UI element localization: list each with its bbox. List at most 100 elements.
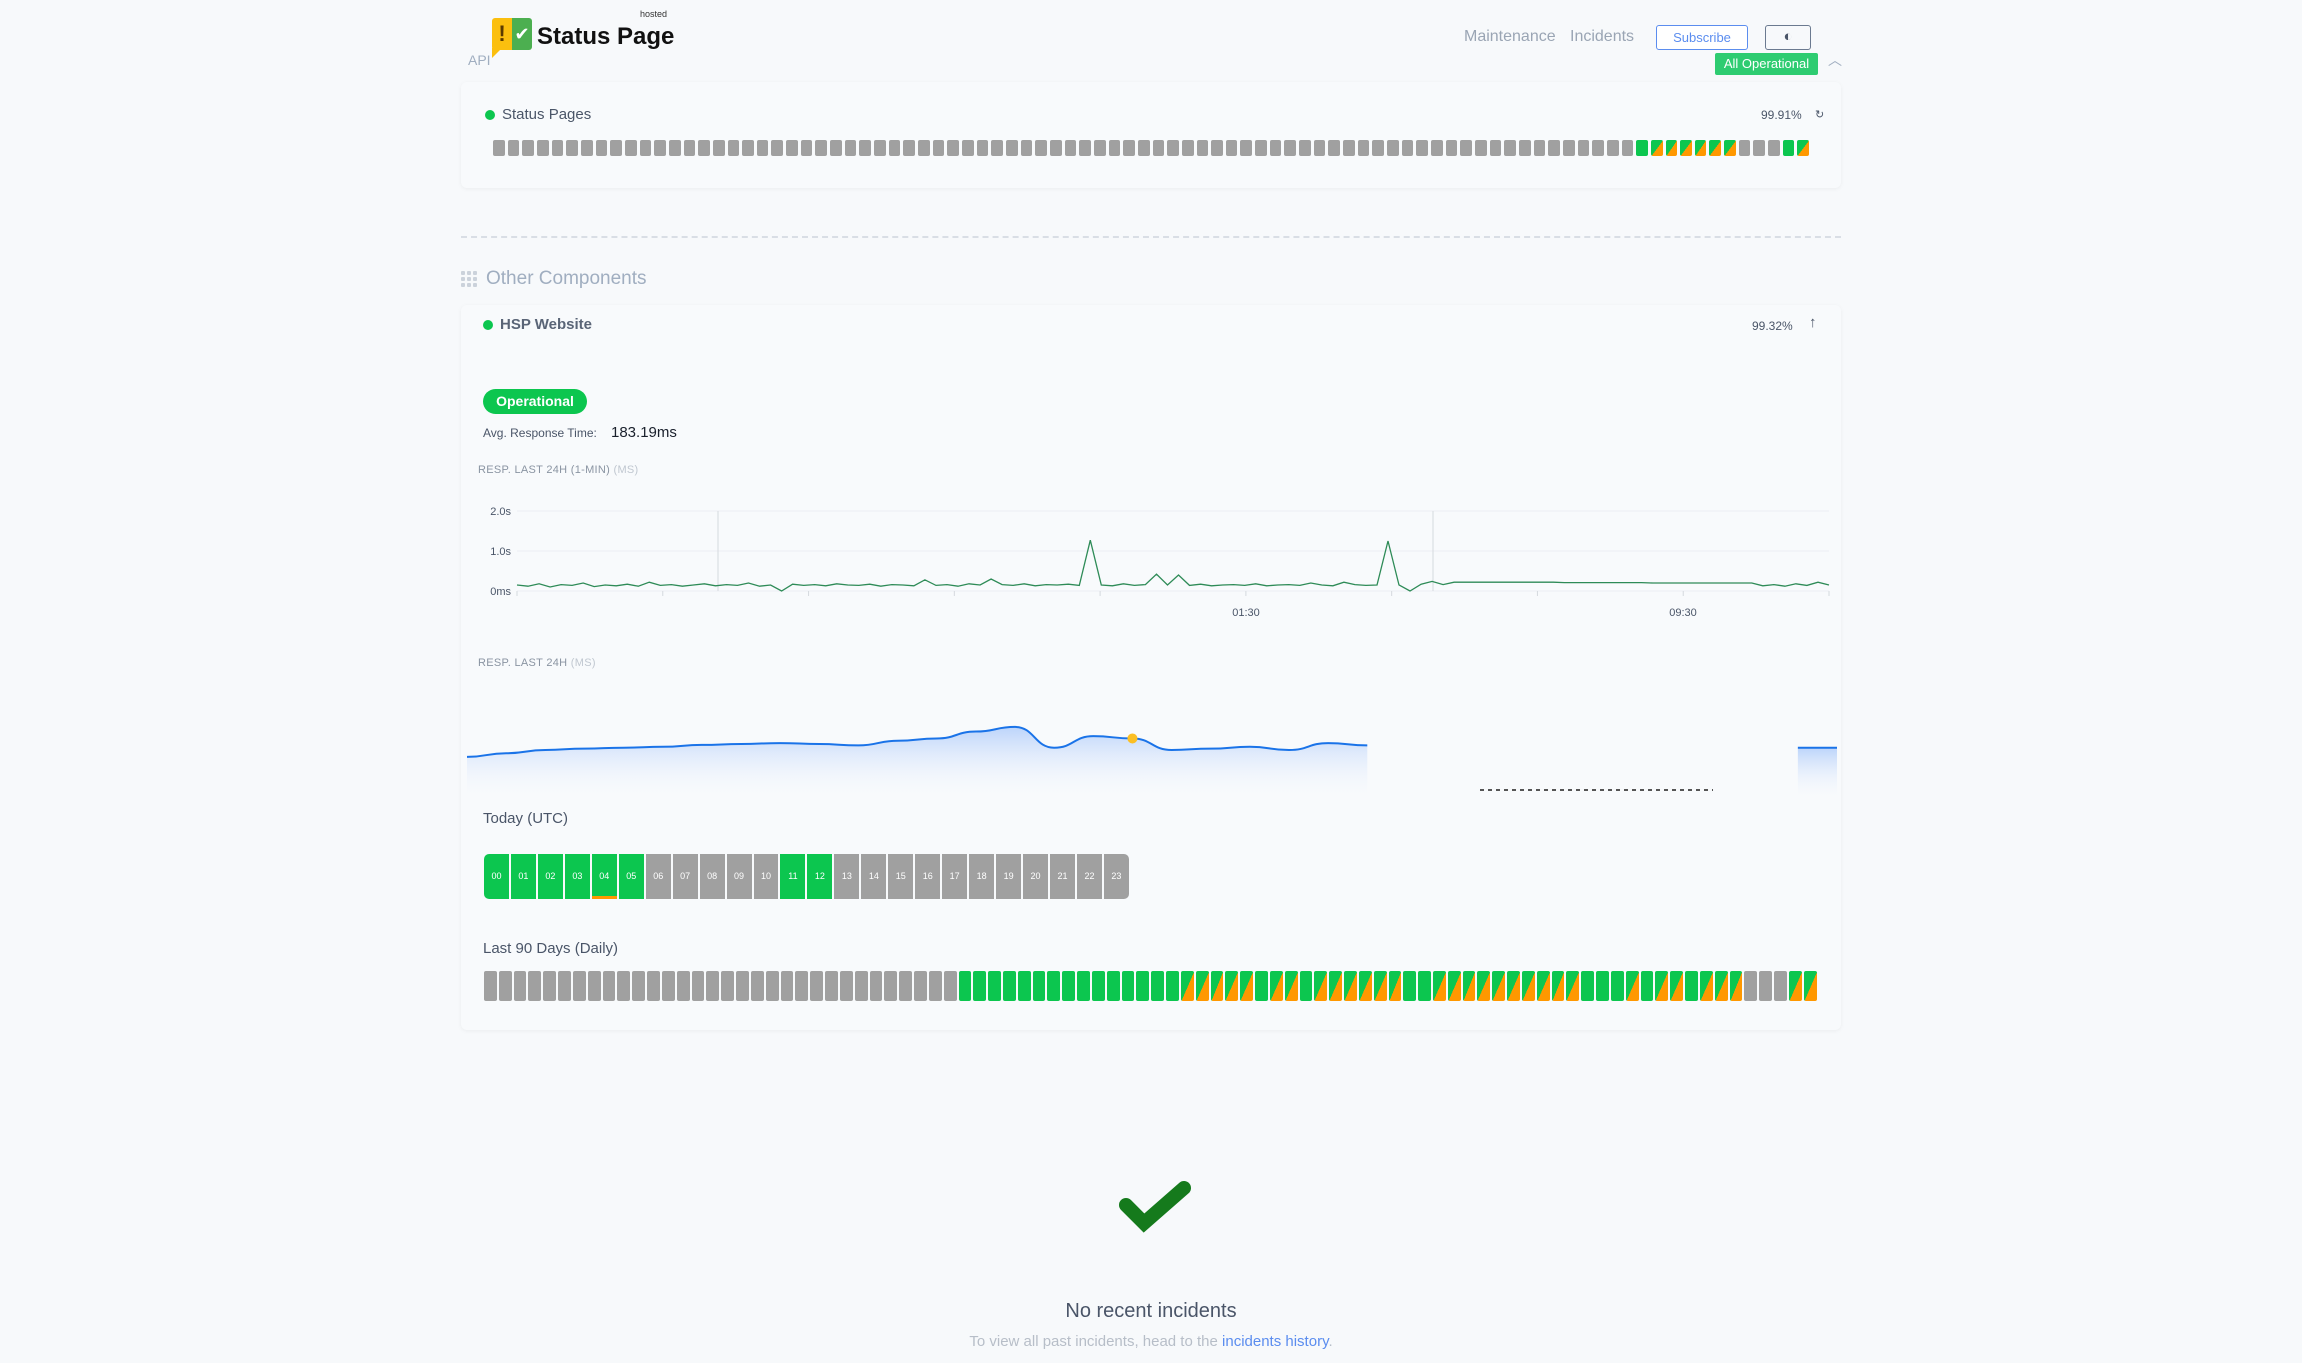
- hour-bar[interactable]: 17: [942, 854, 968, 899]
- day-bar-partial[interactable]: [1655, 971, 1669, 1001]
- day-bar-none[interactable]: [1269, 140, 1282, 156]
- day-bar-up[interactable]: [1062, 971, 1076, 1001]
- day-bar-partial[interactable]: [1344, 971, 1357, 1001]
- day-bar-up[interactable]: [1151, 971, 1165, 1001]
- day-bar-none[interactable]: [1005, 140, 1018, 156]
- day-bar-none[interactable]: [536, 140, 549, 156]
- day-bar-none[interactable]: [1079, 140, 1091, 156]
- day-bar-none[interactable]: [899, 971, 913, 1001]
- day-bar-none[interactable]: [1064, 140, 1077, 156]
- day-bar-none[interactable]: [683, 140, 696, 156]
- day-bar-none[interactable]: [1211, 140, 1223, 156]
- day-bar-none[interactable]: [854, 971, 868, 1001]
- day-bar-none[interactable]: [1533, 140, 1546, 156]
- day-bar-up[interactable]: [1685, 971, 1698, 1001]
- day-bar-up[interactable]: [1077, 971, 1090, 1001]
- day-bar-none[interactable]: [800, 140, 813, 156]
- day-bar-none[interactable]: [1137, 140, 1150, 156]
- day-bar-none[interactable]: [617, 971, 631, 1001]
- day-bar-none[interactable]: [1548, 140, 1560, 156]
- day-bar-partial[interactable]: [1507, 971, 1520, 1001]
- hour-bar[interactable]: 15: [888, 854, 914, 899]
- day-bar-none[interactable]: [1621, 140, 1634, 156]
- day-bar-none[interactable]: [1460, 140, 1472, 156]
- hour-bar[interactable]: 06: [645, 854, 671, 899]
- day-bar-partial[interactable]: [1477, 971, 1491, 1001]
- day-bar-none[interactable]: [522, 140, 534, 156]
- day-bar-partial[interactable]: [1625, 971, 1639, 1001]
- day-bar-none[interactable]: [1738, 140, 1751, 156]
- hour-bar[interactable]: 11: [780, 854, 806, 899]
- hour-bar[interactable]: 13: [834, 854, 860, 899]
- day-bar-up[interactable]: [1121, 971, 1135, 1001]
- day-bar-partial[interactable]: [1788, 971, 1802, 1001]
- day-bar-partial[interactable]: [1240, 971, 1254, 1001]
- day-bar-none[interactable]: [484, 971, 497, 1001]
- day-bar-none[interactable]: [602, 971, 616, 1001]
- day-bar-none[interactable]: [771, 140, 784, 156]
- day-bar-none[interactable]: [1759, 971, 1773, 1001]
- day-bar-up[interactable]: [958, 971, 972, 1001]
- hour-bar[interactable]: 04: [591, 854, 617, 899]
- day-bar-up[interactable]: [1782, 140, 1795, 156]
- day-bar-partial[interactable]: [1195, 971, 1209, 1001]
- day-bar-partial[interactable]: [1521, 971, 1535, 1001]
- day-bar-none[interactable]: [1049, 140, 1062, 156]
- hour-bar[interactable]: 16: [915, 854, 941, 899]
- hour-bar[interactable]: 14: [861, 854, 887, 899]
- day-bar-partial[interactable]: [1709, 140, 1722, 156]
- hour-bar[interactable]: 20: [1023, 854, 1049, 899]
- day-bar-none[interactable]: [566, 140, 578, 156]
- day-bar-none[interactable]: [1753, 140, 1766, 156]
- day-bar-partial[interactable]: [1358, 971, 1372, 1001]
- day-bar-none[interactable]: [884, 971, 898, 1001]
- day-bar-none[interactable]: [1035, 140, 1047, 156]
- chevron-up-icon[interactable]: ︿: [1828, 52, 1842, 68]
- day-bar-none[interactable]: [1489, 140, 1502, 156]
- day-bar-none[interactable]: [918, 140, 930, 156]
- day-bar-none[interactable]: [914, 971, 927, 1001]
- day-bar-partial[interactable]: [1373, 971, 1387, 1001]
- day-bar-none[interactable]: [1592, 140, 1604, 156]
- day-bar-none[interactable]: [1240, 140, 1253, 156]
- day-bar-none[interactable]: [727, 140, 740, 156]
- hour-bar[interactable]: 18: [969, 854, 995, 899]
- day-bar-none[interactable]: [580, 140, 593, 156]
- day-bar-none[interactable]: [1416, 140, 1428, 156]
- day-bar-none[interactable]: [654, 140, 666, 156]
- day-bar-none[interactable]: [1225, 140, 1238, 156]
- hour-bar[interactable]: 12: [807, 854, 833, 899]
- day-bar-partial[interactable]: [1699, 971, 1713, 1001]
- day-bar-partial[interactable]: [1447, 971, 1461, 1001]
- day-bar-none[interactable]: [1431, 140, 1443, 156]
- day-bar-none[interactable]: [1123, 140, 1135, 156]
- day-bar-none[interactable]: [928, 971, 942, 1001]
- day-bar-none[interactable]: [1255, 140, 1267, 156]
- day-bar-up[interactable]: [1418, 971, 1431, 1001]
- day-bar-none[interactable]: [1401, 140, 1414, 156]
- day-bar-partial[interactable]: [1388, 971, 1402, 1001]
- day-bar-partial[interactable]: [1180, 971, 1194, 1001]
- day-bar-partial[interactable]: [1492, 971, 1506, 1001]
- day-bar-up[interactable]: [988, 971, 1001, 1001]
- hour-bar[interactable]: 03: [564, 854, 590, 899]
- day-bar-partial[interactable]: [1210, 971, 1224, 1001]
- day-bar-none[interactable]: [498, 971, 512, 1001]
- day-bar-none[interactable]: [587, 971, 601, 1001]
- day-bar-partial[interactable]: [1670, 971, 1684, 1001]
- nav-maintenance[interactable]: Maintenance: [1464, 28, 1556, 45]
- refresh-icon[interactable]: ↻: [1815, 109, 1825, 121]
- day-bar-up[interactable]: [973, 971, 987, 1001]
- day-bar-partial[interactable]: [1551, 971, 1565, 1001]
- day-bar-none[interactable]: [712, 140, 725, 156]
- day-bar-none[interactable]: [528, 971, 542, 1001]
- day-bar-none[interactable]: [551, 140, 564, 156]
- day-bar-none[interactable]: [493, 140, 505, 156]
- day-bar-none[interactable]: [691, 971, 705, 1001]
- day-bar-none[interactable]: [624, 140, 637, 156]
- day-bar-none[interactable]: [1562, 140, 1575, 156]
- hour-bar[interactable]: 08: [699, 854, 725, 899]
- day-bar-none[interactable]: [543, 971, 557, 1001]
- day-bar-none[interactable]: [780, 971, 794, 1001]
- day-bar-none[interactable]: [676, 971, 690, 1001]
